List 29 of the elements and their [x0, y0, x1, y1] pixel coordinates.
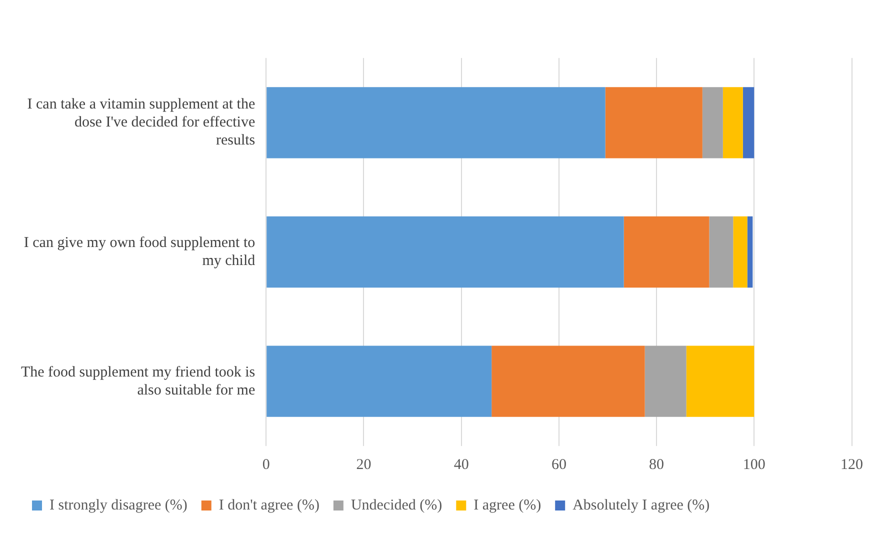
bar: [605, 87, 702, 158]
bar: [644, 346, 686, 417]
x-tick-label: 120: [840, 456, 863, 473]
bar: [733, 216, 748, 288]
bar: [686, 346, 754, 417]
x-tick-label: 20: [356, 456, 372, 473]
bar: [722, 87, 743, 158]
bar: [266, 216, 624, 288]
x-tick-label: 40: [454, 456, 469, 473]
legend-label: I strongly disagree (%): [50, 497, 188, 514]
legend-label: I don't agree (%): [218, 497, 320, 514]
x-tick-label: 80: [649, 456, 664, 473]
bar: [709, 216, 734, 288]
legend-label: I agree (%): [474, 497, 542, 514]
bar: [624, 216, 710, 288]
bar: [266, 87, 606, 158]
x-tick-label: 60: [551, 456, 566, 473]
legend-label: Undecided (%): [350, 497, 442, 514]
y-tick-label: The food supplement my friend took is also suitable for me: [20, 364, 256, 398]
bar: [266, 346, 492, 417]
x-tick-label: 0: [262, 456, 270, 473]
bar: [702, 87, 723, 158]
y-tick-label: I can take a vitamin supplement at the dose I've decided for effective results: [27, 96, 256, 149]
bar: [747, 216, 753, 288]
x-tick-label: 100: [742, 456, 766, 473]
legend-label: Absolutely I agree (%): [572, 497, 710, 514]
bar: [492, 346, 645, 417]
y-tick-label: I can give my own food supplement to my child: [24, 234, 256, 269]
bar: [742, 87, 754, 158]
